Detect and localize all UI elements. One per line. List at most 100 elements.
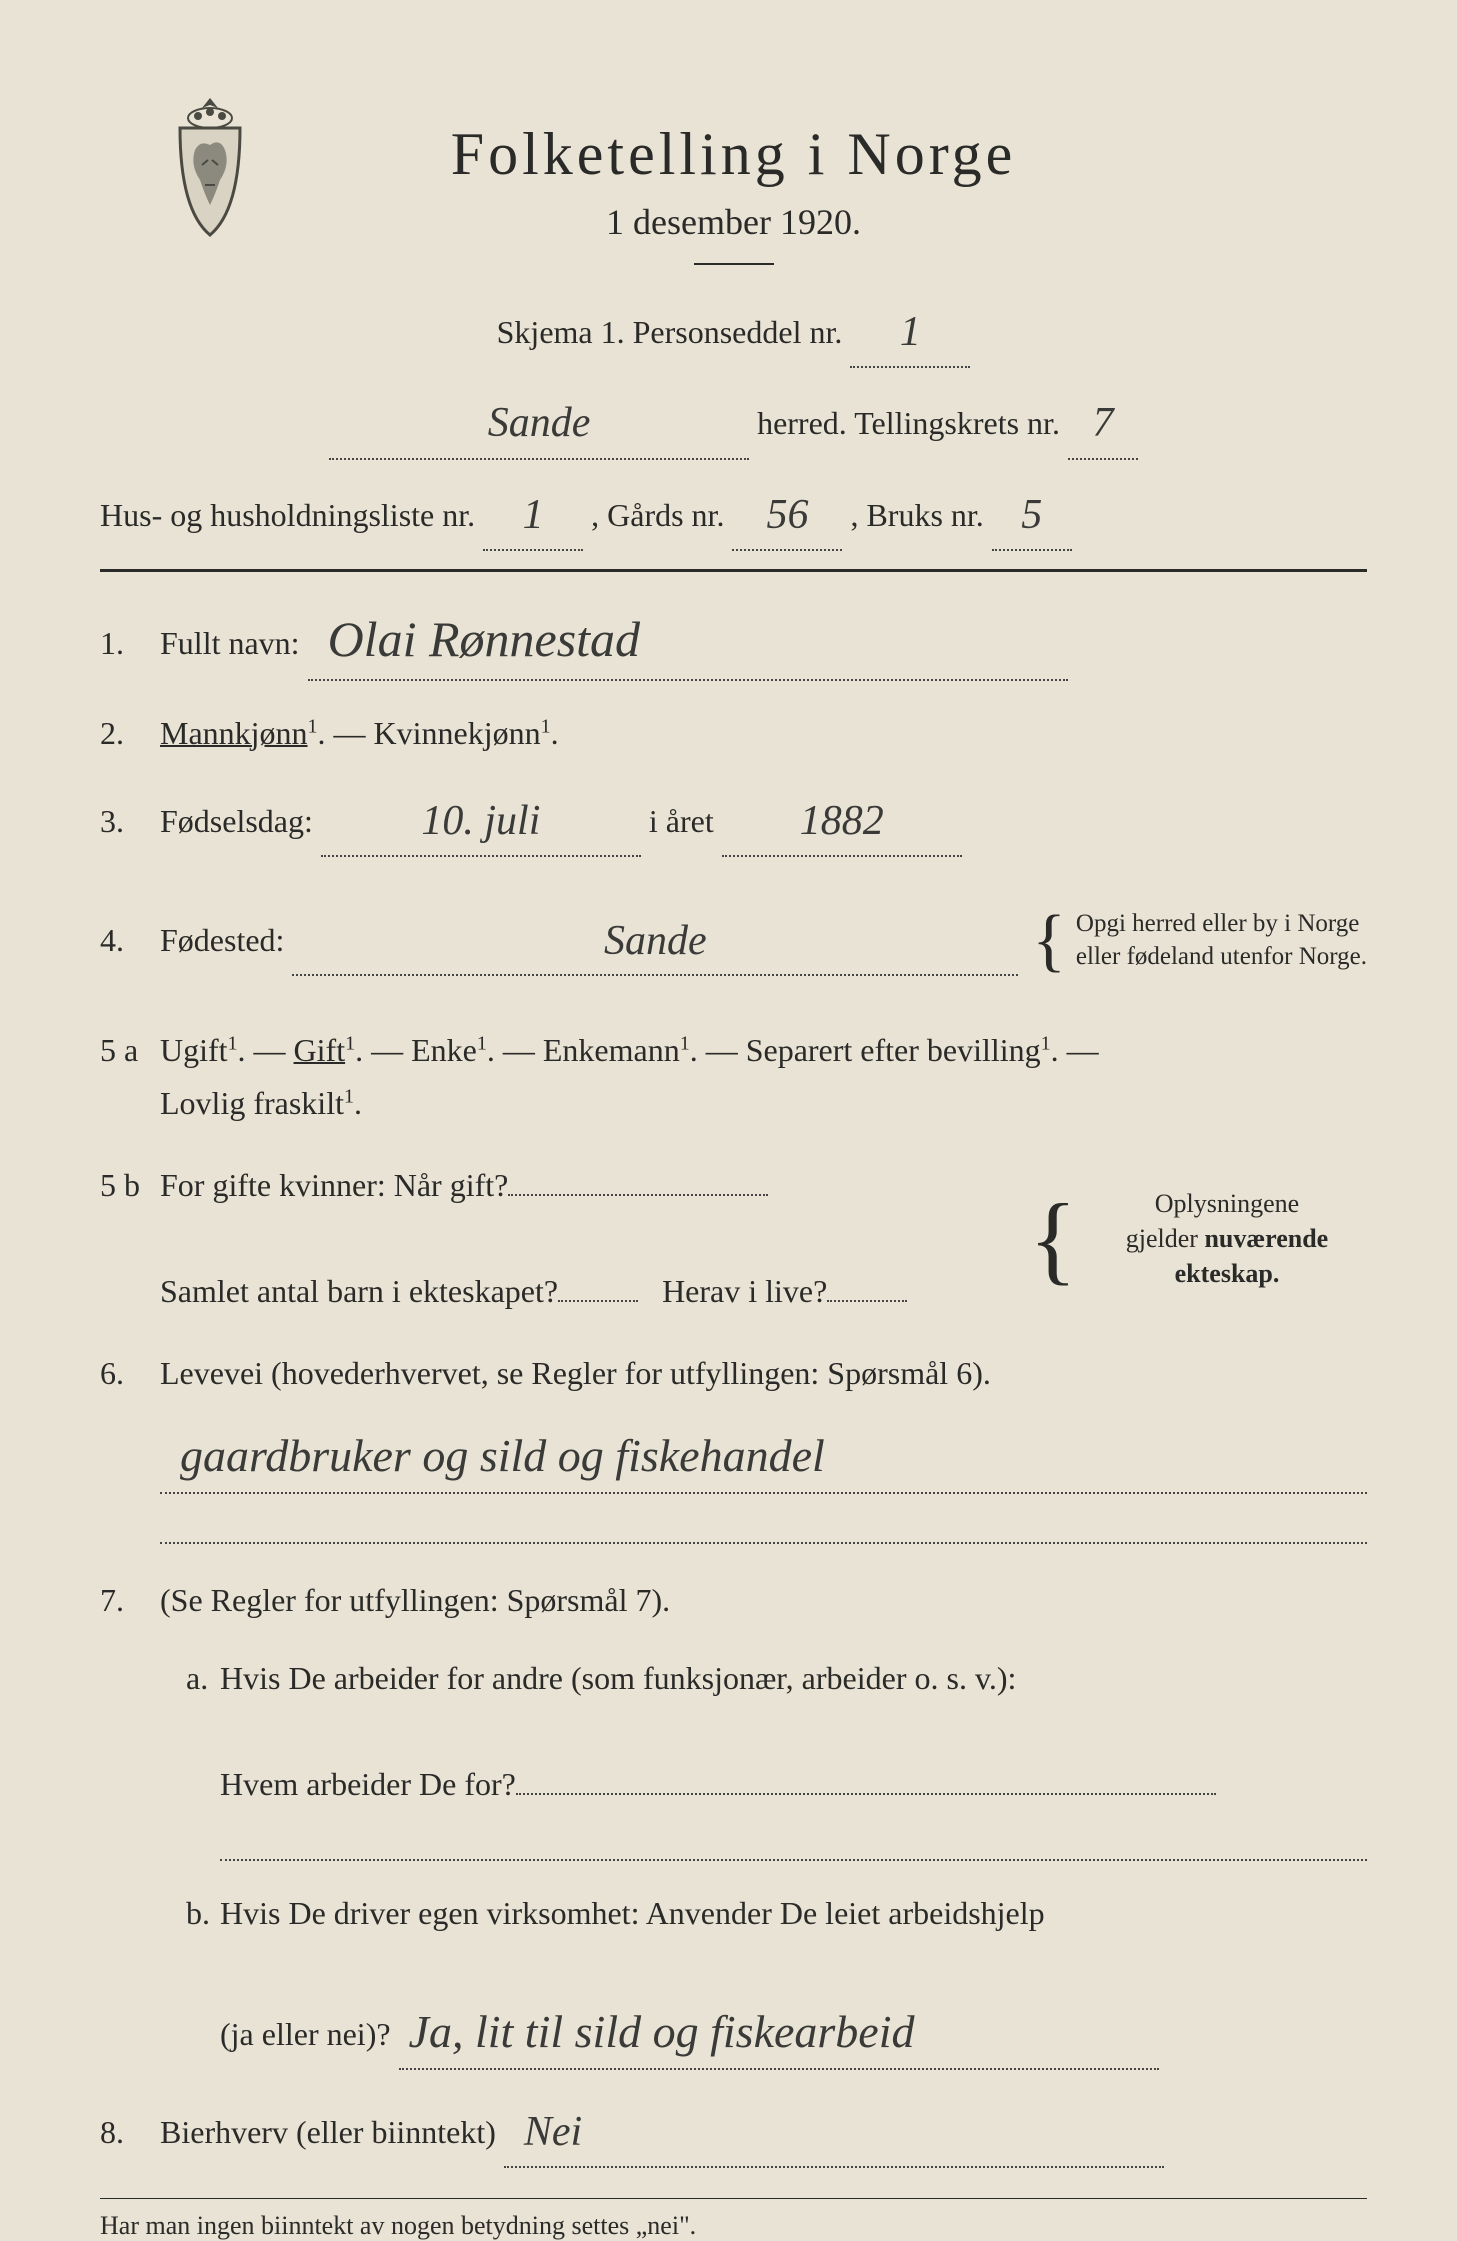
- household-line: Hus- og husholdningsliste nr. 1 , Gårds …: [100, 478, 1367, 551]
- q3-line: 3. Fødselsdag: 10. juli i året 1882: [100, 785, 1367, 856]
- employer-field: [516, 1793, 1216, 1795]
- q7a-content: Hvis De arbeider for andre (som funksjon…: [220, 1652, 1367, 1860]
- q3-content: Fødselsdag: 10. juli i året 1882: [160, 785, 1367, 856]
- main-title: Folketelling i Norge: [100, 120, 1367, 189]
- q7b-l1: Hvis De driver egen virksomhet: Anvender…: [220, 1895, 1045, 1931]
- q4-note: Opgi herred eller by i Norge eller fødel…: [1076, 908, 1367, 973]
- q5b-left: For gifte kvinner: Når gift? Samlet anta…: [160, 1159, 1023, 1317]
- q8-label: Bierhverv (eller biinntekt): [160, 2114, 496, 2150]
- footnote-text: Har man ingen biinntekt av nogen betydni…: [100, 2211, 696, 2240]
- q3-label: Fødselsdag:: [160, 803, 313, 839]
- brace-icon-2: {: [1029, 1156, 1077, 1321]
- birthyear-field: 1882: [722, 785, 962, 856]
- q2-num: 2.: [100, 707, 160, 760]
- married-when-field: [508, 1194, 768, 1196]
- birthplace-value: Sande: [604, 907, 707, 976]
- q2-dash1: . —: [318, 715, 374, 751]
- gards-field: 56: [732, 478, 842, 551]
- name-value: Olai Rønnestad: [328, 598, 640, 681]
- bruks-value: 5: [1021, 480, 1042, 551]
- q5a-enkemann: Enkemann: [543, 1032, 680, 1068]
- q7a-l2: Hvem arbeider De for?: [220, 1766, 516, 1802]
- side-income-value: Nei: [524, 2098, 582, 2167]
- bruks-label: , Bruks nr.: [850, 497, 983, 533]
- q7b-content: Hvis De driver egen virksomhet: Anvender…: [220, 1887, 1367, 2070]
- q3-year-label: i året: [649, 803, 714, 839]
- q8-line: 8. Bierhverv (eller biinntekt) Nei: [100, 2096, 1367, 2167]
- q2-sup2: 1: [541, 715, 551, 737]
- q7a-letter: a.: [160, 1652, 220, 1705]
- q5a-fraskilt: Lovlig fraskilt: [160, 1085, 344, 1121]
- q2-sup1: 1: [308, 715, 318, 737]
- children-total-field: [558, 1300, 638, 1302]
- herred-field: Sande: [329, 386, 749, 459]
- q8-content: Bierhverv (eller biinntekt) Nei: [160, 2096, 1367, 2167]
- q7-content: (Se Regler for utfyllingen: Spørsmål 7).: [160, 1574, 1367, 1627]
- birthday-value: 10. juli: [421, 787, 540, 856]
- q4-note1: Opgi herred eller by i Norge: [1076, 910, 1359, 937]
- q5b-note: Oplysningene gjelder nuværende ekteskap.: [1087, 1186, 1367, 1291]
- herred-label: herred. Tellingskrets nr.: [757, 405, 1060, 441]
- children-alive-field: [827, 1300, 907, 1302]
- brace-icon: {: [1032, 883, 1066, 999]
- q6-label: Levevei (hovederhvervet, se Regler for u…: [160, 1355, 991, 1391]
- herred-line: Sande herred. Tellingskrets nr. 7: [100, 386, 1367, 459]
- q3-num: 3.: [100, 795, 160, 848]
- document-header: Folketelling i Norge 1 desember 1920.: [100, 120, 1367, 265]
- hus-field: 1: [483, 478, 583, 551]
- q1-content: Fullt navn: Olai Rønnestad: [160, 596, 1367, 681]
- q5a-line: 5 a Ugift1. — Gift1. — Enke1. — Enkemann…: [100, 1024, 1367, 1130]
- bruks-field: 5: [992, 478, 1072, 551]
- q4-num: 4.: [100, 914, 160, 967]
- q7a-line: a. Hvis De arbeider for andre (som funks…: [100, 1652, 1367, 1860]
- q7-num: 7.: [100, 1574, 160, 1627]
- subtitle-date: 1 desember 1920.: [100, 201, 1367, 243]
- q5b-l2b: Herav i live?: [662, 1273, 827, 1309]
- herred-value: Sande: [488, 388, 591, 459]
- gards-value: 56: [766, 480, 808, 551]
- krets-field: 7: [1068, 386, 1138, 459]
- schema-line: Skjema 1. Personseddel nr. 1: [100, 295, 1367, 368]
- hus-value: 1: [523, 480, 544, 551]
- q6-content: Levevei (hovederhvervet, se Regler for u…: [160, 1347, 1367, 1544]
- q4-content: Fødested: Sande { Opgi herred eller by i…: [160, 883, 1367, 999]
- q6-num: 6.: [100, 1347, 160, 1400]
- q5a-enke: Enke: [411, 1032, 477, 1068]
- q5a-content: Ugift1. — Gift1. — Enke1. — Enkemann1. —…: [160, 1024, 1367, 1130]
- title-divider: [694, 263, 774, 265]
- q5b-l2a: Samlet antal barn i ekteskapet?: [160, 1273, 558, 1309]
- q4-line: 4. Fødested: Sande { Opgi herred eller b…: [100, 883, 1367, 999]
- birthplace-field: Sande: [292, 905, 1018, 976]
- q5b-n2b: nuværende: [1204, 1224, 1328, 1253]
- q7b-letter: b.: [160, 1887, 220, 1940]
- q7b-l2: (ja eller nei)?: [220, 2016, 391, 2052]
- krets-value: 7: [1092, 388, 1113, 459]
- q5b-n3: ekteskap.: [1175, 1259, 1280, 1288]
- name-field: Olai Rønnestad: [308, 596, 1068, 681]
- occupation-value: gaardbruker og sild og fiskehandel: [180, 1418, 825, 1494]
- personseddel-value: 1: [900, 297, 921, 368]
- q4-note2: eller fødeland utenfor Norge.: [1076, 943, 1367, 970]
- q4-label: Fødested:: [160, 914, 284, 967]
- q2-content: Mannkjønn1. — Kvinnekjønn1.: [160, 707, 1367, 760]
- q2-line: 2. Mannkjønn1. — Kvinnekjønn1.: [100, 707, 1367, 760]
- hired-help-value: Ja, lit til sild og fiskearbeid: [409, 1994, 915, 2070]
- q1-line: 1. Fullt navn: Olai Rønnestad: [100, 596, 1367, 681]
- personseddel-field: 1: [850, 295, 970, 368]
- birthday-field: 10. juli: [321, 785, 641, 856]
- q5a-separert: Separert efter bevilling: [746, 1032, 1041, 1068]
- hired-help-field: Ja, lit til sild og fiskearbeid: [399, 1992, 1159, 2070]
- q7-label: (Se Regler for utfyllingen: Spørsmål 7).: [160, 1582, 670, 1618]
- q1-label: Fullt navn:: [160, 625, 300, 661]
- q5b-num: 5 b: [100, 1159, 160, 1212]
- schema-label: Skjema 1. Personseddel nr.: [497, 314, 843, 350]
- q5a-ugift: Ugift: [160, 1032, 228, 1068]
- q7-line: 7. (Se Regler for utfyllingen: Spørsmål …: [100, 1574, 1367, 1627]
- section-divider: [100, 569, 1367, 572]
- q5a-gift: Gift: [294, 1032, 346, 1068]
- birthyear-value: 1882: [800, 787, 884, 856]
- q5b-content: For gifte kvinner: Når gift? Samlet anta…: [160, 1156, 1367, 1321]
- q6-line: 6. Levevei (hovederhvervet, se Regler fo…: [100, 1347, 1367, 1544]
- q2-female: Kvinnekjønn: [374, 715, 541, 751]
- footnote: Har man ingen biinntekt av nogen betydni…: [100, 2198, 1367, 2241]
